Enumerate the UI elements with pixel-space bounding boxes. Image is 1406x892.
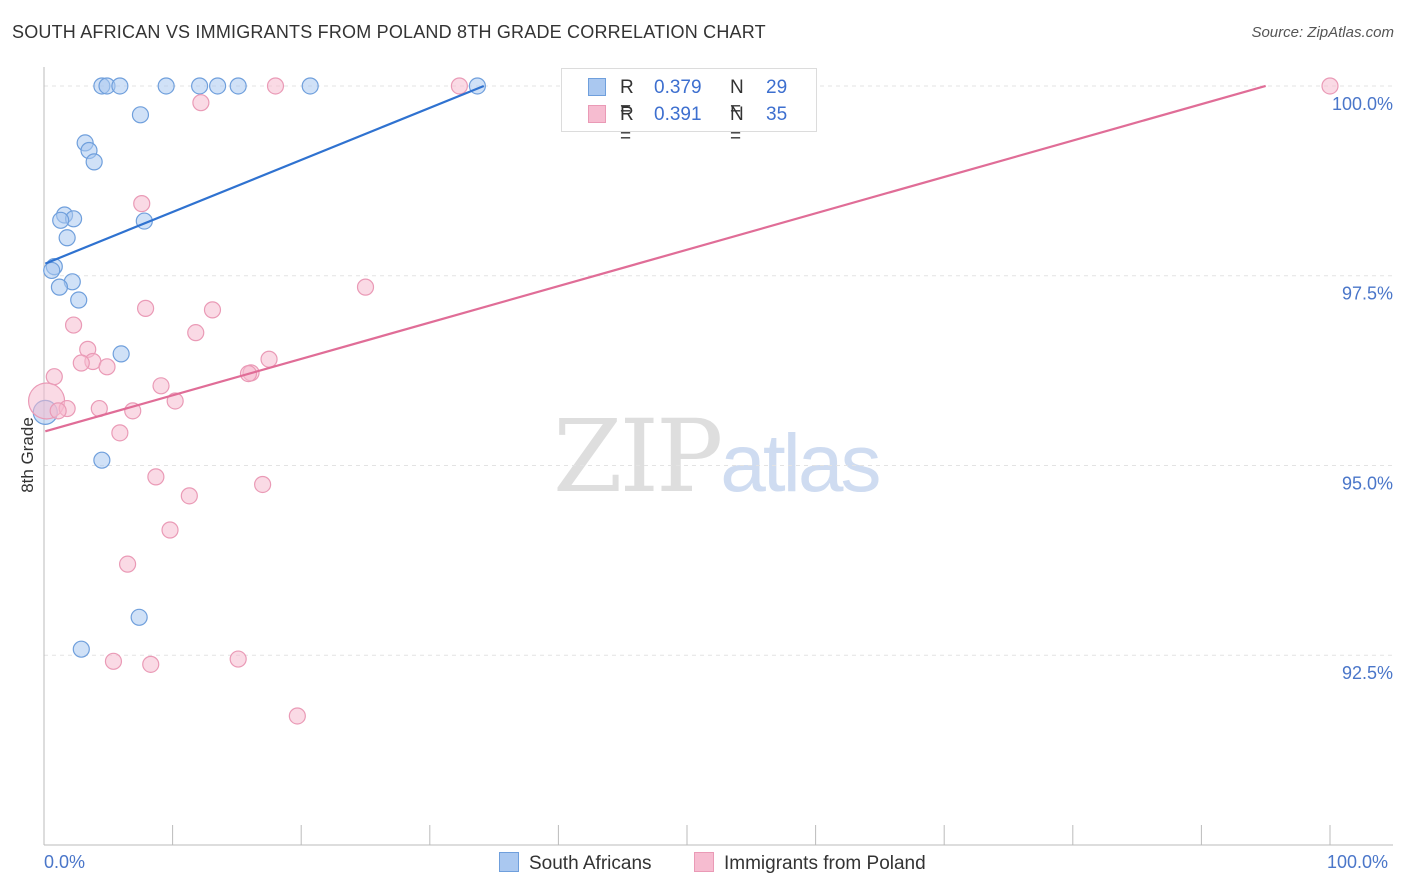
trend-line-south-africans xyxy=(44,84,485,265)
legend-r-label: R = xyxy=(620,77,634,120)
watermark: ZIPatlas xyxy=(553,398,882,515)
bottom-legend-swatch-pink xyxy=(694,852,714,872)
data-point xyxy=(187,324,205,342)
legend-n-value: 35 xyxy=(766,104,788,125)
data-point xyxy=(52,211,70,229)
chart-title: SOUTH AFRICAN VS IMMIGRANTS FROM POLAND … xyxy=(12,22,766,42)
data-point xyxy=(209,77,227,95)
legend-swatch-pink xyxy=(588,105,606,123)
data-point xyxy=(98,358,116,376)
data-point xyxy=(147,468,165,486)
data-point xyxy=(191,77,209,95)
source-label: Source: ZipAtlas.com xyxy=(1251,24,1394,41)
data-point xyxy=(104,652,123,670)
data-point xyxy=(112,345,130,363)
data-point xyxy=(131,106,150,124)
bottom-legend-south-africans: South Africans xyxy=(499,852,652,875)
data-point xyxy=(136,299,155,317)
data-point xyxy=(254,475,272,494)
legend-r-value: 0.391 xyxy=(654,104,702,125)
data-point xyxy=(49,402,67,420)
data-point xyxy=(50,278,69,296)
data-point xyxy=(301,77,319,95)
legend-r-label: R = xyxy=(620,104,634,147)
legend-n-value: 29 xyxy=(766,77,788,98)
data-point xyxy=(93,451,111,469)
y-tick-label: 100.0% xyxy=(1332,94,1393,114)
data-point xyxy=(157,77,175,95)
data-point xyxy=(192,94,210,112)
correlation-legend: R = 0.379 N = 29 R = 0.391 N = 35 xyxy=(561,68,817,147)
data-point xyxy=(70,291,88,309)
data-point xyxy=(203,301,222,319)
bottom-legend-immigrants-poland: Immigrants from Poland xyxy=(694,852,926,875)
data-point xyxy=(58,229,76,247)
data-point xyxy=(111,424,129,442)
x-tick-label-min: 0.0% xyxy=(44,852,86,872)
data-point xyxy=(64,316,83,334)
data-point xyxy=(111,77,129,95)
data-point xyxy=(161,521,179,539)
data-point xyxy=(85,153,103,171)
data-point xyxy=(288,707,306,725)
data-point xyxy=(356,278,375,296)
bottom-legend-label: South Africans xyxy=(529,853,652,874)
data-point xyxy=(1321,77,1339,95)
data-point xyxy=(118,555,137,573)
y-tick-label: 95.0% xyxy=(1342,473,1393,493)
data-point xyxy=(133,195,151,213)
legend-n-label: N = xyxy=(730,77,744,120)
data-point xyxy=(45,368,63,386)
watermark-atlas: atlas xyxy=(720,418,881,509)
y-tick-label: 92.5% xyxy=(1342,663,1393,683)
bottom-legend-swatch-blue xyxy=(499,852,519,872)
data-point xyxy=(450,77,468,95)
data-point xyxy=(130,608,148,626)
watermark-zip: ZIP xyxy=(553,398,723,515)
data-point xyxy=(229,77,247,95)
data-point xyxy=(180,487,198,505)
legend-r-value: 0.379 xyxy=(654,77,702,98)
data-point xyxy=(152,377,170,395)
data-point xyxy=(229,650,247,668)
data-point xyxy=(260,350,278,368)
bottom-legend-label: Immigrants from Poland xyxy=(724,853,926,874)
data-point xyxy=(266,77,285,95)
legend-swatch-blue xyxy=(588,78,606,96)
data-point xyxy=(43,261,61,280)
y-tick-label: 97.5% xyxy=(1342,284,1393,304)
data-point xyxy=(166,392,184,410)
x-tick-label-max: 100.0% xyxy=(1327,852,1389,872)
legend-n-label: N = xyxy=(730,104,744,147)
data-point xyxy=(142,655,160,673)
data-point xyxy=(72,354,90,372)
data-point xyxy=(72,640,90,658)
trend-line-immigrants-poland xyxy=(44,84,1266,433)
